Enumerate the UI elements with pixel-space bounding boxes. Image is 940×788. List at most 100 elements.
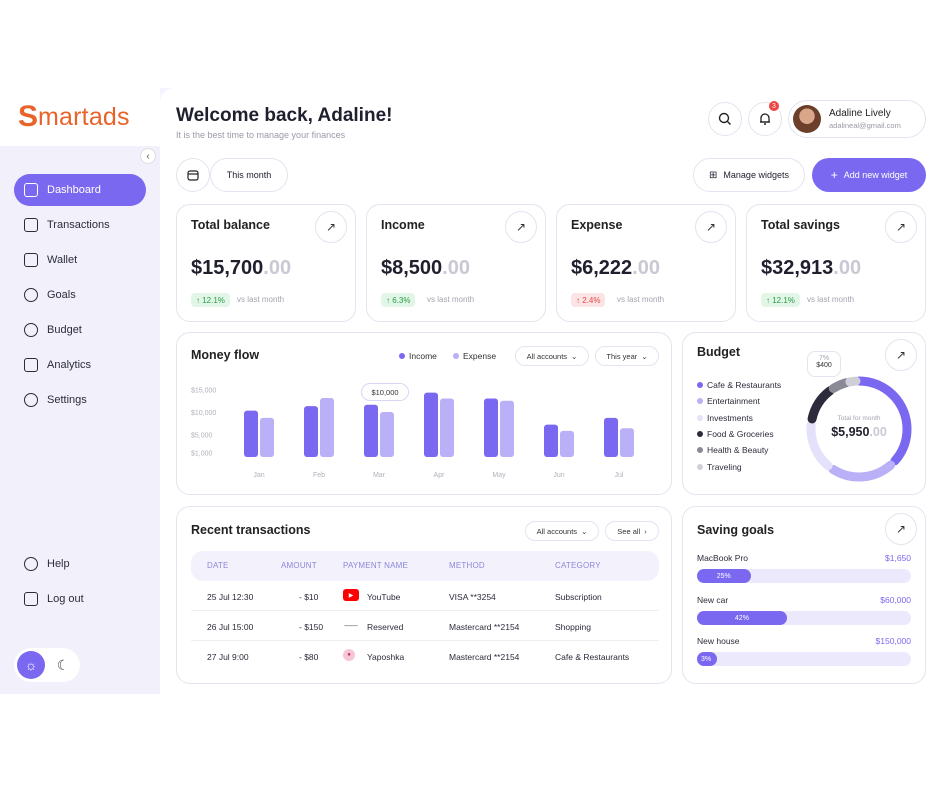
column-header-date: DATE — [207, 561, 229, 570]
sidebar-item-label: Log out — [47, 593, 84, 605]
cell-category: Subscription — [555, 592, 602, 602]
bar-income-may[interactable] — [484, 398, 498, 458]
stat-value-main: $8,500 — [381, 257, 443, 279]
main-content: Welcome back, Adaline! It is the best ti… — [160, 88, 940, 694]
manage-widgets-label: Manage widgets — [723, 170, 789, 180]
legend-swatch — [697, 382, 703, 389]
period-select[interactable]: This month — [210, 158, 288, 192]
table-row[interactable]: 26 Jul 15:00 - $150 ––– Reserved Masterc… — [191, 611, 659, 641]
goal-progress-fill: 42% — [697, 611, 787, 625]
bar-income-jul[interactable] — [604, 417, 618, 457]
moon-icon[interactable]: ☾ — [56, 656, 70, 673]
sidebar-item-goals[interactable]: Goals — [14, 279, 146, 311]
cell-category: Cafe & Restaurants — [555, 652, 630, 662]
bar-expense-jul[interactable] — [620, 428, 634, 457]
theme-toggle: ☼ ☾ — [14, 648, 80, 682]
money-flow-card: Money flow Income Expense All accounts ⌄ … — [176, 332, 672, 495]
notifications-button[interactable]: 3 — [748, 101, 782, 136]
budget-legend-item: Food & Groceries — [697, 426, 781, 442]
manage-widgets-button[interactable]: ⊞ Manage widgets — [693, 158, 805, 192]
stat-value-decimals: .00 — [632, 257, 660, 279]
change-chip: ↑ 6.3% — [381, 293, 416, 307]
sidebar-item-label: Dashboard — [47, 184, 101, 196]
sun-icon[interactable]: ☼ — [17, 651, 45, 679]
bar-income-jan[interactable] — [244, 410, 258, 457]
user-profile[interactable]: Adaline Lively adalineal@gmail.com — [788, 100, 926, 138]
table-row[interactable]: 27 Jul 9:00 - $80 ● Yaposhka Mastercard … — [191, 641, 659, 671]
bar-income-apr[interactable] — [424, 392, 438, 457]
arrow-up-right-icon[interactable]: ↗ — [885, 211, 917, 243]
plus-icon: + — [830, 168, 838, 182]
legend-label: Entertainment — [707, 396, 760, 407]
sidebar-item-help[interactable]: Help — [14, 548, 146, 580]
analytics-icon — [24, 358, 38, 372]
stat-value: $15,700.00 — [191, 257, 291, 280]
arrow-up-right-icon[interactable]: ↗ — [505, 211, 537, 243]
bar-expense-may[interactable] — [500, 400, 514, 457]
saving-goals-title: Saving goals — [697, 523, 775, 537]
gear-icon — [24, 393, 38, 407]
sidebar-item-label: Analytics — [47, 359, 92, 371]
sidebar-item-analytics[interactable]: Analytics — [14, 349, 146, 381]
goal-progress-bar: 42% — [697, 611, 911, 625]
legend-income-swatch — [399, 353, 405, 359]
bar-income-feb[interactable] — [304, 406, 318, 457]
arrow-up-right-icon[interactable]: ↗ — [885, 513, 917, 545]
bar-expense-jan[interactable] — [260, 417, 274, 457]
sidebar-item-wallet[interactable]: Wallet — [14, 244, 146, 276]
sidebar-item-settings[interactable]: Settings — [14, 384, 146, 416]
arrow-up-right-icon[interactable]: ↗ — [885, 339, 917, 371]
period-filter[interactable]: This year ⌄ — [595, 346, 659, 366]
change-value: 6.3% — [392, 295, 411, 305]
add-widget-label: Add new widget — [843, 170, 908, 180]
accounts-filter-label: All accounts — [526, 351, 568, 361]
sidebar-item-budget[interactable]: Budget — [14, 314, 146, 346]
sidebar-item-label: Goals — [47, 289, 76, 301]
user-email: adalineal@gmail.com — [829, 121, 901, 130]
see-all-button[interactable]: See all › — [605, 521, 659, 541]
search-button[interactable] — [708, 102, 742, 136]
sidebar-item-logout[interactable]: Log out — [14, 583, 146, 615]
goal-progress-bar: 25% — [697, 569, 911, 583]
transactions-card: Recent transactions All accounts ⌄ See al… — [176, 506, 672, 684]
search-icon — [718, 112, 731, 125]
sidebar-item-transactions[interactable]: Transactions — [14, 209, 146, 241]
bar-income-jun[interactable] — [544, 424, 558, 457]
accounts-filter[interactable]: All accounts ⌄ — [515, 346, 589, 366]
column-header-amount: AMOUNT — [281, 561, 317, 570]
bar-expense-apr[interactable] — [440, 398, 454, 458]
donut-center-label: Total for month — [837, 415, 881, 422]
stat-title: Expense — [571, 218, 623, 232]
cell-method: Mastercard **2154 — [449, 652, 520, 662]
chevron-down-icon: ⌄ — [581, 526, 588, 536]
bar-income-mar[interactable] — [364, 404, 378, 457]
legend-swatch — [697, 431, 703, 438]
bar-expense-feb[interactable] — [320, 398, 334, 457]
calendar-button[interactable] — [176, 158, 210, 192]
transactions-icon — [24, 218, 38, 232]
collapse-sidebar-button[interactable]: ‹ — [140, 148, 156, 164]
table-row[interactable]: 25 Jul 12:30 - $10 ▶ YouTube VISA **3254… — [191, 581, 659, 611]
arrow-up-right-icon[interactable]: ↗ — [695, 211, 727, 243]
logo-s-mark: S — [18, 100, 39, 133]
sidebar-item-dashboard[interactable]: Dashboard — [14, 174, 146, 206]
goal-progress-fill: 25% — [697, 569, 751, 583]
bar-expense-jun[interactable] — [560, 430, 574, 457]
cell-date: 25 Jul 12:30 — [207, 592, 254, 602]
stat-title: Total savings — [761, 218, 840, 232]
chevron-right-icon: › — [644, 526, 647, 536]
budget-legend-item: Entertainment — [697, 393, 781, 409]
sidebar-item-label: Wallet — [47, 254, 78, 266]
transactions-accounts-filter[interactable]: All accounts ⌄ — [525, 521, 599, 541]
add-widget-button[interactable]: + Add new widget — [812, 158, 926, 192]
arrow-up-right-icon[interactable]: ↗ — [315, 211, 347, 243]
stat-value-decimals: .00 — [833, 257, 862, 279]
stat-card-total-savings: Total savings ↗ $32,913.00 ↑ 12.1% vs la… — [746, 204, 926, 322]
bar-expense-mar[interactable] — [380, 412, 394, 457]
donut-value-decimals: .00 — [869, 425, 887, 439]
see-all-label: See all — [617, 526, 641, 536]
donut-segment — [806, 376, 912, 482]
cell-date: 26 Jul 15:00 — [207, 622, 254, 632]
y-tick-label: $10,000 — [191, 410, 216, 417]
